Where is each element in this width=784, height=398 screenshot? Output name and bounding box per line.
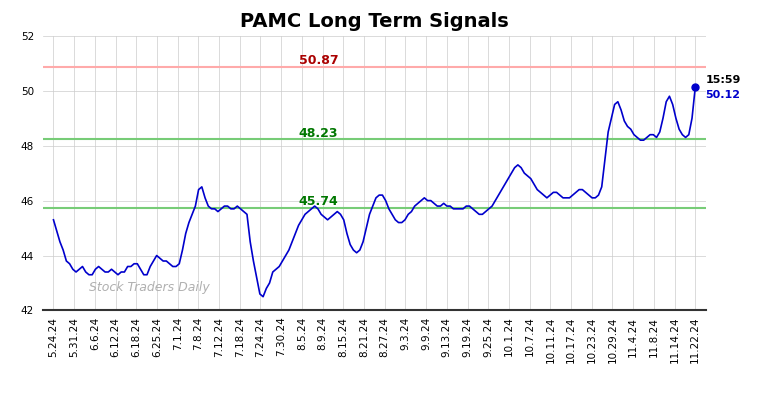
Text: 50.87: 50.87 <box>299 54 338 67</box>
Text: Stock Traders Daily: Stock Traders Daily <box>89 281 210 294</box>
Text: 45.74: 45.74 <box>299 195 339 208</box>
Text: 50.12: 50.12 <box>706 90 741 100</box>
Title: PAMC Long Term Signals: PAMC Long Term Signals <box>240 12 509 31</box>
Text: 48.23: 48.23 <box>299 127 338 140</box>
Text: 15:59: 15:59 <box>706 75 741 85</box>
